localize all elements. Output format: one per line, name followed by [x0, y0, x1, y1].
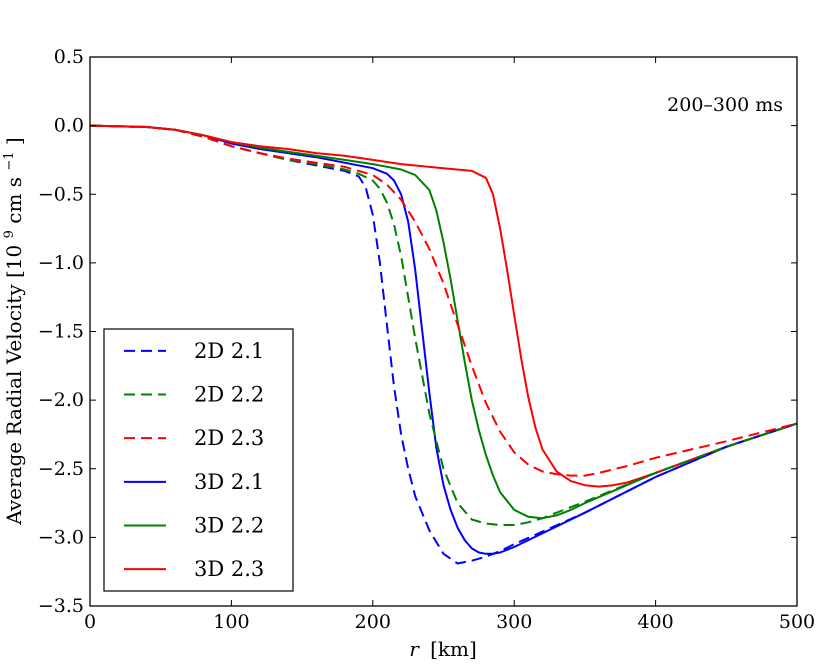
series-line-3D-2-1 [89, 124, 798, 555]
legend-label: 3D 2.1 [194, 470, 264, 494]
time-window-annotation: 200–300 ms [667, 94, 783, 116]
x-axis-label: r [km] [409, 637, 477, 661]
series-line-3D-2-2 [89, 124, 798, 520]
y-axis-label-exp2: −1 [2, 151, 17, 170]
y-axis-label-mid: cm s [2, 177, 26, 224]
legend-box [103, 328, 294, 592]
y-axis-label-text: Average Radial Velocity [10 [2, 245, 26, 526]
x-axis-var: r [409, 637, 420, 661]
y-tick-label: 0.5 [54, 46, 84, 68]
legend: 2D 2.1 2D 2.2 2D 2.3 3D 2.1 3D 2.2 3D 2.3 [103, 328, 294, 592]
x-tick-label: 400 [637, 611, 673, 633]
x-tick-label: 0 [84, 611, 96, 633]
y-tick-label: 0.0 [54, 115, 84, 137]
legend-label: 2D 2.3 [194, 426, 264, 450]
legend-label: 2D 2.2 [194, 383, 264, 407]
x-tick-label: 200 [355, 611, 391, 633]
tick-layer: 0 100 200 300 400 500 0.5 0.0 −0.5 −1.0 −1.5 −2.0 −2… [38, 46, 815, 633]
legend-label: 2D 2.1 [194, 339, 264, 363]
y-axis-label-exp1: 9 [2, 230, 17, 238]
x-tick-label: 500 [779, 611, 815, 633]
y-tick-label: −2.5 [38, 458, 84, 480]
series-layer [89, 124, 798, 565]
x-axis-unit: [km] [430, 637, 477, 661]
y-tick-label: −0.5 [38, 183, 84, 205]
series-line-2D-2-3 [89, 124, 798, 477]
y-tick-label: −1.0 [38, 252, 84, 274]
y-tick-label: −3.0 [38, 526, 84, 548]
y-axis-label-close: ] [2, 137, 26, 145]
y-tick-label: −2.0 [38, 389, 84, 411]
legend-label: 3D 2.3 [194, 557, 264, 581]
y-tick-label: −3.5 [38, 595, 84, 617]
x-tick-label: 100 [213, 611, 249, 633]
series-line-3D-2-3 [89, 124, 798, 488]
y-axis-label: Average Radial Velocity [10 9 cm s −1 ] [0, 137, 26, 526]
x-tick-label: 300 [496, 611, 532, 633]
legend-label: 3D 2.2 [194, 514, 264, 538]
y-tick-label: −1.5 [38, 321, 84, 343]
